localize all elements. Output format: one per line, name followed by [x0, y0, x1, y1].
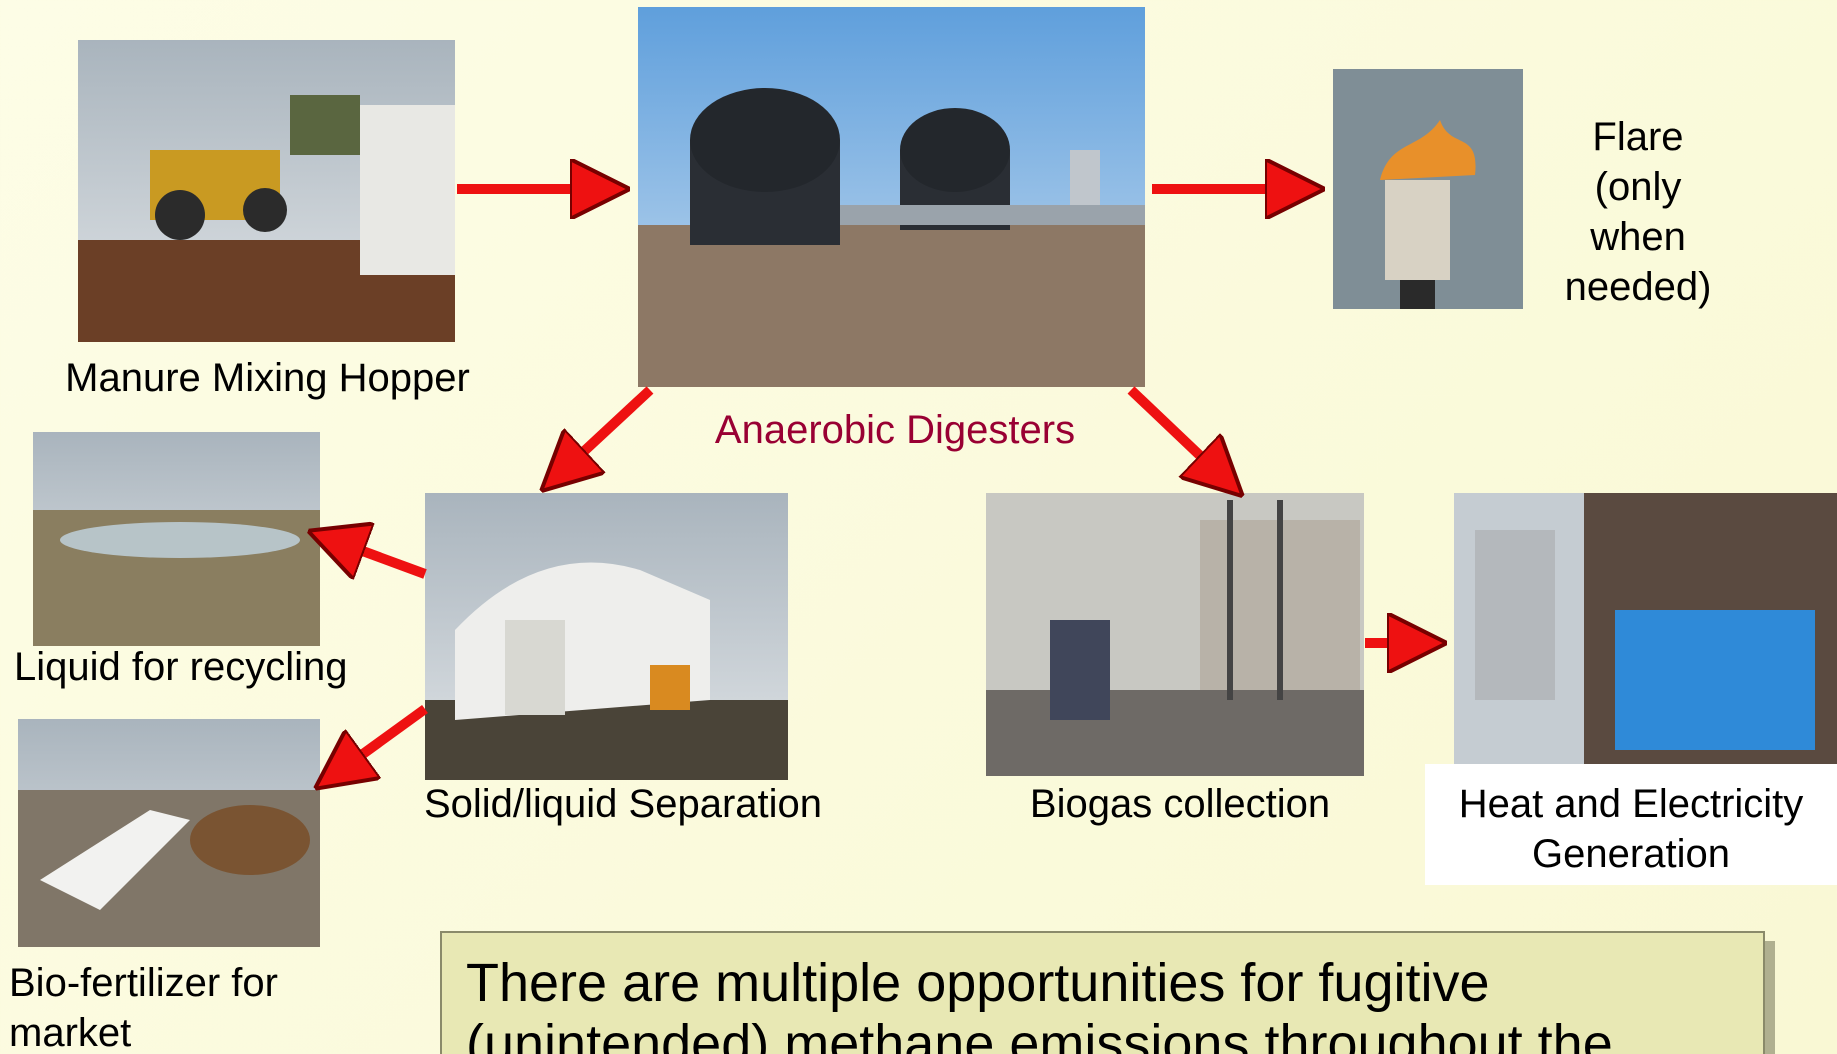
label-hopper: Manure Mixing Hopper — [65, 356, 470, 400]
label-heat: Heat and Electricity Generation — [1425, 764, 1837, 885]
photo-separation — [425, 493, 788, 780]
label-separation: Solid/liquid Separation — [423, 782, 823, 826]
photo-liquid — [33, 432, 320, 646]
label-biogas: Biogas collection — [1029, 782, 1331, 826]
photo-flare — [1333, 69, 1523, 309]
photo-biofertilizer — [18, 719, 320, 947]
photo-digesters — [638, 7, 1145, 387]
photo-biogas — [986, 493, 1364, 776]
label-digesters: Anaerobic Digesters — [714, 408, 1076, 452]
arrows — [322, 189, 1432, 780]
label-biofertilizer: Bio-fertilizer for market — [9, 961, 278, 1054]
photo-hopper — [78, 40, 455, 342]
label-liquid: Liquid for recycling — [14, 645, 348, 689]
photo-heat — [1454, 493, 1837, 764]
callout: There are multiple opportunities for fug… — [440, 931, 1765, 1054]
label-flare: Flare (only when needed) — [1564, 115, 1712, 309]
